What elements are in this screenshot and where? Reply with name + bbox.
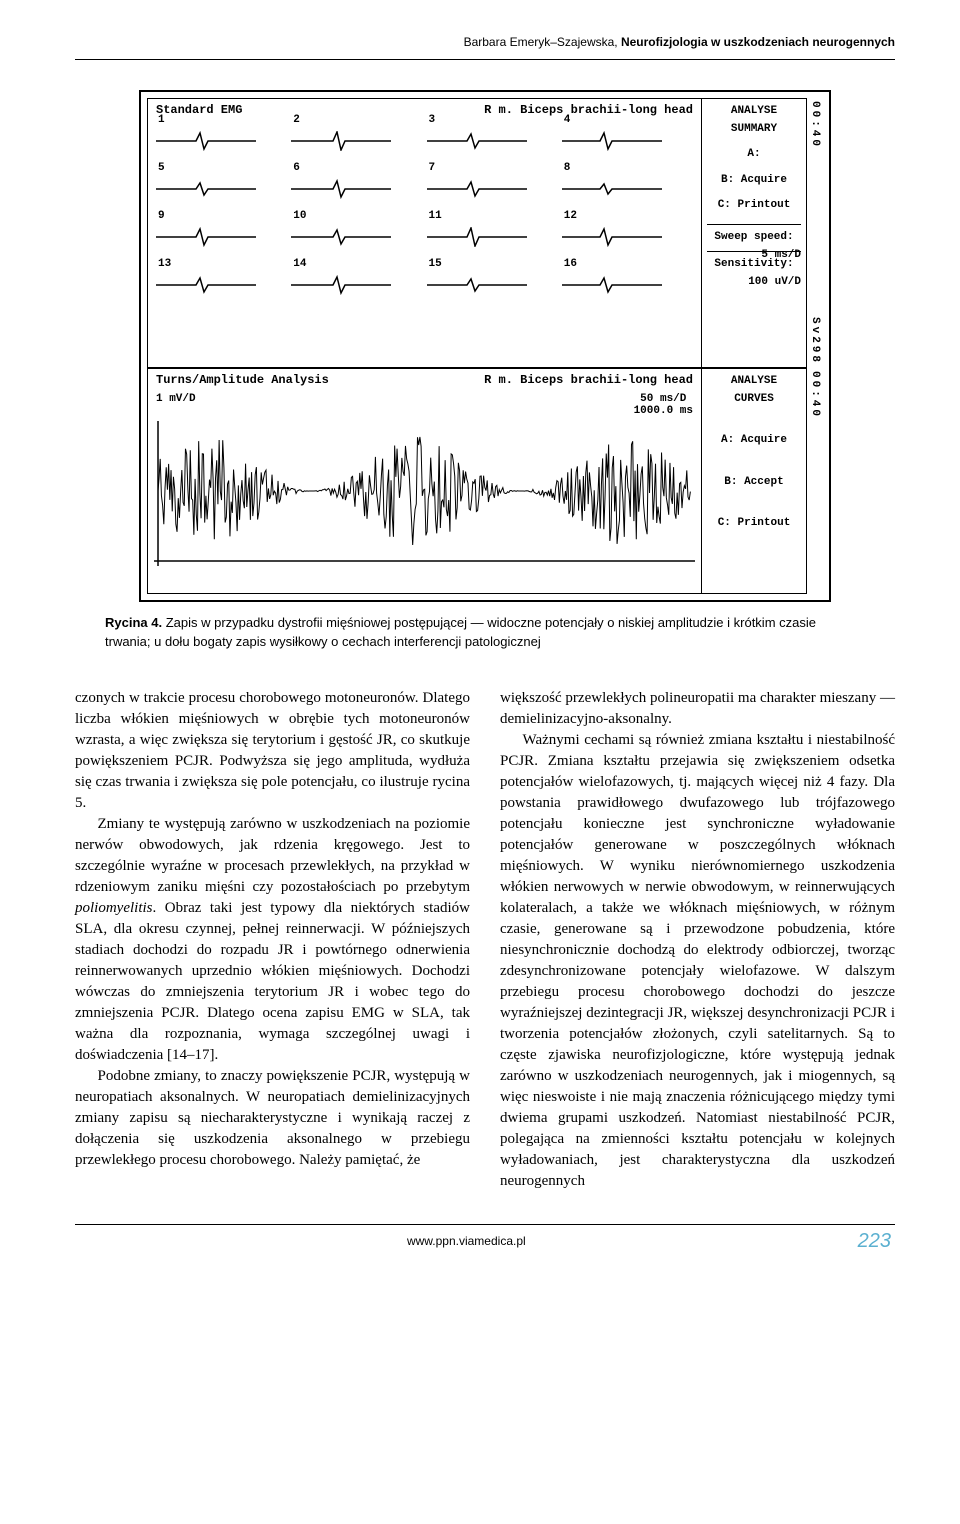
emg-cell-num: 15 xyxy=(429,258,442,270)
running-header: Barbara Emeryk–Szajewska, Neurofizjologi… xyxy=(75,35,895,49)
figure-caption-text: Zapis w przypadku dystrofii mięśniowej p… xyxy=(105,615,816,649)
body-paragraph: Ważnymi cechami są również zmiana kształ… xyxy=(500,730,895,1192)
page: Barbara Emeryk–Szajewska, Neurofizjologi… xyxy=(0,0,960,1273)
side-a: A: xyxy=(707,146,801,164)
top-time-vert: 00:40 xyxy=(807,98,823,152)
emg-cell-num: 3 xyxy=(429,114,436,126)
body-paragraph: Zmiany te występują zarówno w uszkodzeni… xyxy=(75,814,470,1066)
emg-cell-num: 7 xyxy=(429,162,436,174)
emg-cell-num: 12 xyxy=(564,210,577,222)
emg-cell-num: 13 xyxy=(158,258,171,270)
emg-cell-num: 10 xyxy=(293,210,306,222)
header-rule xyxy=(75,59,895,60)
bot-side-curves: CURVES xyxy=(707,391,801,409)
page-number: 223 xyxy=(858,1230,895,1253)
emg-cell-num: 16 xyxy=(564,258,577,270)
side-sweep: Sweep speed: xyxy=(707,229,801,247)
figure-caption: Rycina 4. Zapis w przypadku dystrofii mi… xyxy=(105,614,865,652)
body-text: . Obraz taki jest typowy dla niektórych … xyxy=(75,900,470,1063)
side-sens: Sensitivity: xyxy=(707,256,801,274)
top-sv-vert: Sv298 xyxy=(807,314,823,368)
footer-url: www.ppn.viamedica.pl xyxy=(75,1234,858,1248)
bot-side-b: B: Accept xyxy=(707,474,801,492)
emg-cell-num: 6 xyxy=(293,162,300,174)
bot-sub-right: 50 ms/D xyxy=(640,393,686,405)
header-author: Barbara Emeryk–Szajewska, xyxy=(464,35,621,49)
bot-right-label: R m. Biceps brachii-long head xyxy=(484,373,693,387)
side-sens-val: 100 uV/D xyxy=(707,274,801,292)
emg-bot-panel: Turns/Amplitude Analysis R m. Biceps bra… xyxy=(147,368,807,594)
header-title: Neurofizjologia w uszkodzeniach neurogen… xyxy=(621,35,895,49)
top-right-label: R m. Biceps brachii-long head xyxy=(484,103,693,117)
bot-side-a: A: Acquire xyxy=(707,432,801,450)
bot-time-vert: 00:40 xyxy=(807,368,823,422)
figure-4: Standard EMG R m. Biceps brachii-long he… xyxy=(75,90,895,602)
bot-sub-right2: 1000.0 ms xyxy=(634,405,693,417)
bot-side-analyse: ANALYSE xyxy=(707,373,801,391)
emg-cell-num: 4 xyxy=(564,114,571,126)
emg-cell-num: 9 xyxy=(158,210,165,222)
dense-emg-trace xyxy=(148,419,701,574)
side-analyse: ANALYSE xyxy=(707,103,801,121)
bot-side-panel: ANALYSE CURVES A: Acquire B: Accept C: P… xyxy=(701,369,806,593)
figure-box: Standard EMG R m. Biceps brachii-long he… xyxy=(139,90,831,602)
emg-cell-num: 1 xyxy=(158,114,165,126)
top-side-panel: ANALYSE SUMMARY A: B: Acquire C: Printou… xyxy=(701,99,806,367)
side-summary: SUMMARY xyxy=(707,121,801,139)
body-paragraph: czonych w trakcie procesu chorobowego mo… xyxy=(75,688,470,814)
emg-cell-num: 8 xyxy=(564,162,571,174)
emg-cell-num: 2 xyxy=(293,114,300,126)
bot-side-c: C: Printout xyxy=(707,515,801,533)
body-paragraph: większość przewlekłych polineuropatii ma… xyxy=(500,688,895,730)
right-column: większość przewlekłych polineuropatii ma… xyxy=(500,688,895,1192)
body-paragraph: Podobne zmiany, to znaczy powiększenie P… xyxy=(75,1066,470,1171)
emg-cell-num: 14 xyxy=(293,258,306,270)
body-columns: czonych w trakcie procesu chorobowego mo… xyxy=(75,688,895,1192)
side-c: C: Printout xyxy=(707,197,801,215)
emg-cell-num: 5 xyxy=(158,162,165,174)
body-text: Zmiany te występują zarówno w uszkodzeni… xyxy=(75,816,470,895)
emg-grid: 1 2 3 4 5 6 7 8 xyxy=(148,119,701,289)
emg-top-panel: Standard EMG R m. Biceps brachii-long he… xyxy=(147,98,807,368)
left-column: czonych w trakcie procesu chorobowego mo… xyxy=(75,688,470,1192)
top-left-label: Standard EMG xyxy=(156,103,242,117)
figure-label: Rycina 4. xyxy=(105,615,162,630)
footer: www.ppn.viamedica.pl 223 xyxy=(75,1224,895,1253)
emg-cell-num: 11 xyxy=(429,210,442,222)
bot-sub-left: 1 mV/D xyxy=(156,393,196,417)
side-b: B: Acquire xyxy=(707,172,801,190)
bot-left-label: Turns/Amplitude Analysis xyxy=(156,373,329,387)
species-name: poliomyelitis xyxy=(75,900,153,916)
